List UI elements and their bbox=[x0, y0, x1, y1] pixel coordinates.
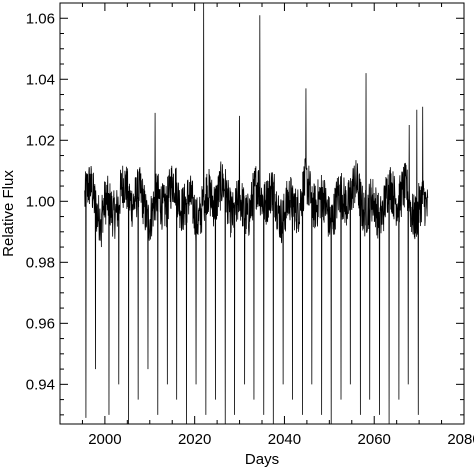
x-tick-label: 2040 bbox=[268, 431, 301, 448]
x-tick-label: 2020 bbox=[178, 431, 211, 448]
y-tick-label: 1.04 bbox=[26, 71, 55, 88]
y-tick-label: 0.94 bbox=[26, 376, 55, 393]
y-tick-label: 1.02 bbox=[26, 132, 55, 149]
flux-series-line bbox=[84, 2, 429, 425]
x-axis-label: Days bbox=[245, 451, 279, 468]
y-tick-label: 1.06 bbox=[26, 10, 55, 27]
y-tick-label: 1.00 bbox=[26, 193, 55, 210]
plot-area bbox=[84, 2, 429, 425]
x-tick-label: 2000 bbox=[88, 431, 121, 448]
y-axis-label: Relative Flux bbox=[0, 170, 17, 257]
y-tick-label: 0.96 bbox=[26, 315, 55, 332]
y-tick-label: 0.98 bbox=[26, 254, 55, 271]
x-tick-label: 2060 bbox=[358, 431, 391, 448]
